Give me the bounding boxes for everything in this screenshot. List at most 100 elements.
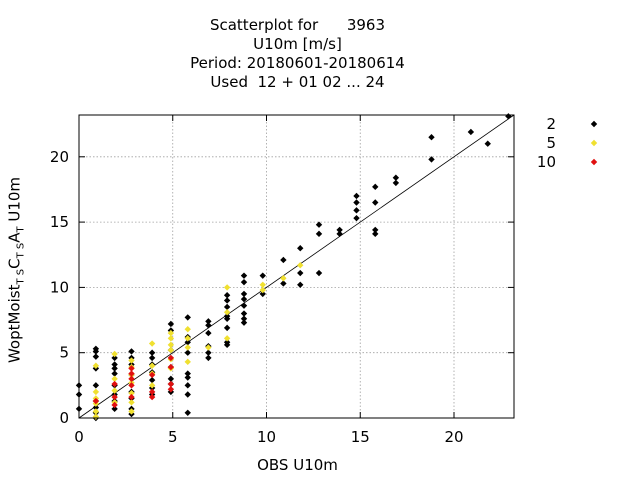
- data-point-series-10: [128, 393, 135, 401]
- data-point-series-2: [392, 179, 400, 187]
- data-point-series-10: [111, 380, 118, 388]
- data-point-series-5: [148, 362, 156, 369]
- x-tick-label: 10: [257, 428, 276, 446]
- data-point-series-5: [297, 261, 304, 269]
- data-point-series-2: [223, 341, 231, 349]
- data-point-series-5: [111, 375, 118, 383]
- data-point-series-2: [259, 290, 266, 298]
- data-point-series-5: [259, 281, 266, 288]
- data-point-series-5: [205, 344, 212, 351]
- data-point-series-2: [315, 269, 323, 277]
- data-point-series-5: [259, 286, 266, 294]
- data-point-series-2: [205, 354, 212, 362]
- data-point-series-2: [167, 320, 175, 328]
- data-point-series-2: [92, 353, 100, 360]
- data-point-series-2: [240, 272, 248, 279]
- data-point-series-2: [92, 348, 100, 355]
- data-point-series-2: [240, 319, 248, 326]
- data-point-series-5: [167, 346, 175, 354]
- data-point-series-5: [184, 325, 191, 333]
- data-point-series-2: [280, 280, 287, 287]
- chart-title: Scatterplot for 3963 U10m [m/s] Period: …: [0, 16, 595, 92]
- data-point-series-2: [259, 272, 266, 279]
- data-point-series-5: [111, 350, 118, 358]
- data-point-series-2: [148, 376, 156, 384]
- data-point-series-2: [240, 315, 248, 322]
- legend-marker-5: [590, 139, 598, 147]
- legend-marker-10: [590, 158, 598, 166]
- x-axis-label: OBS U10m: [257, 456, 338, 474]
- x-tick-label: 0: [74, 428, 84, 446]
- data-point-series-10: [111, 401, 118, 409]
- data-point-series-10: [111, 393, 118, 401]
- data-point-series-10: [128, 382, 135, 389]
- data-point-series-2: [148, 354, 156, 362]
- data-point-series-2: [484, 140, 491, 147]
- legend-label-10: 10: [537, 153, 556, 171]
- data-point-series-2: [92, 382, 100, 389]
- data-point-series-10: [148, 388, 156, 396]
- data-point-series-2: [111, 405, 118, 413]
- data-point-series-5: [167, 329, 175, 337]
- data-point-series-2: [353, 214, 360, 222]
- data-point-series-2: [92, 404, 100, 411]
- legend-marker-2: [590, 120, 598, 128]
- data-point-series-2: [167, 375, 175, 383]
- data-point-series-2: [111, 370, 118, 377]
- data-point-series-2: [392, 174, 400, 181]
- data-point-series-5: [92, 408, 100, 415]
- legend-label-2: 2: [546, 115, 556, 133]
- y-tick-label: 5: [59, 344, 69, 362]
- data-point-series-2: [240, 310, 248, 317]
- data-point-series-2: [184, 409, 191, 416]
- data-point-series-10: [167, 380, 175, 388]
- data-point-series-2: [297, 269, 304, 277]
- legend-label-5: 5: [546, 134, 556, 152]
- data-point-series-5: [184, 335, 191, 342]
- data-point-series-2: [280, 256, 287, 264]
- data-point-series-2: [240, 278, 248, 286]
- data-point-series-10: [167, 354, 175, 362]
- y-tick-label: 0: [59, 409, 69, 427]
- data-point-series-5: [223, 284, 231, 291]
- data-point-series-2: [205, 322, 212, 329]
- x-tick-label: 15: [351, 428, 370, 446]
- data-point-series-5: [184, 344, 191, 351]
- data-point-series-2: [240, 302, 248, 309]
- data-point-series-2: [111, 361, 118, 368]
- data-point-series-10: [128, 370, 135, 377]
- axis-ticks: 0 5 10 15 20 0 5 10 15 20: [50, 115, 514, 446]
- data-point-series-5: [280, 275, 287, 282]
- data-point-series-10: [92, 397, 100, 405]
- data-point-series-2: [184, 382, 191, 389]
- data-point-series-2: [128, 348, 135, 355]
- data-point-series-2: [184, 339, 191, 346]
- data-point-series-2: [205, 318, 212, 325]
- data-point-series-5: [111, 387, 118, 394]
- data-point-series-2: [148, 349, 156, 356]
- diagonal-reference-line: [78, 114, 515, 419]
- data-point-series-2: [223, 324, 231, 332]
- data-point-series-5: [92, 362, 100, 369]
- data-point-series-2: [353, 199, 360, 206]
- title-line-3: Period: 20180601-20180614: [190, 54, 405, 72]
- data-point-series-2: [184, 374, 191, 381]
- data-point-series-10: [128, 375, 135, 383]
- data-point-series-2: [111, 365, 118, 372]
- data-point-series-2: [505, 113, 512, 120]
- data-point-series-10: [148, 393, 156, 401]
- data-point-series-2: [467, 128, 475, 136]
- data-point-series-5: [92, 388, 100, 396]
- data-point-series-2: [205, 349, 212, 356]
- y-tick-label: 10: [50, 278, 69, 296]
- data-point-series-10: [167, 386, 175, 393]
- data-point-series-5: [184, 358, 191, 366]
- data-point-series-5: [167, 335, 175, 342]
- data-point-series-5: [128, 389, 135, 397]
- grid-lines: [79, 115, 514, 418]
- data-point-series-2: [297, 245, 304, 252]
- data-point-series-5: [128, 408, 135, 415]
- data-point-series-2: [223, 303, 231, 311]
